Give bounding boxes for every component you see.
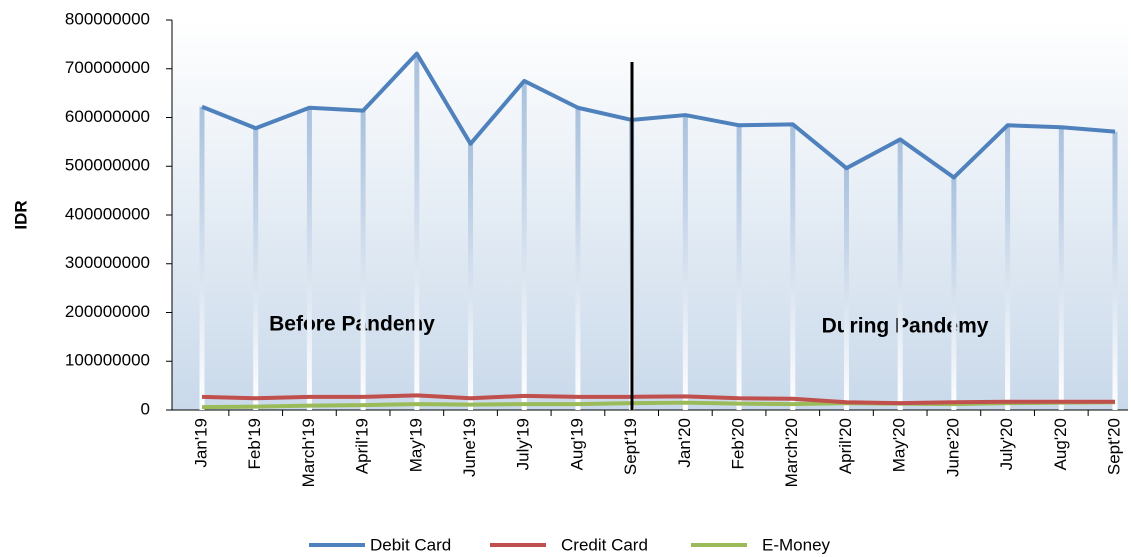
x-tick-label: Jan'19 [191, 418, 210, 468]
plot-background [172, 20, 1128, 410]
y-tick-label: 700000000 [65, 58, 150, 77]
drop-line [360, 110, 366, 411]
y-tick-label: 200000000 [65, 302, 150, 321]
y-tick-label: 400000000 [65, 204, 150, 223]
drop-line [253, 128, 259, 410]
drop-line [843, 168, 849, 410]
series-line [201, 393, 1115, 406]
drop-line [199, 106, 205, 411]
x-tick-label: July'19 [514, 418, 533, 470]
x-tick-label: Feb'20 [729, 418, 748, 469]
x-tick-label: May'19 [406, 418, 425, 472]
y-tick-label: 600000000 [65, 107, 150, 126]
drop-line [468, 143, 474, 410]
y-tick-label: 300000000 [65, 253, 150, 272]
x-tick-label: Aug'19 [567, 418, 586, 470]
series-line [201, 51, 1116, 180]
legend-label: Debit Card [370, 535, 451, 554]
x-tick-label: April'20 [836, 418, 855, 474]
x-tick-label: June'19 [460, 418, 479, 477]
drop-line [521, 80, 527, 410]
drop-line [1005, 125, 1011, 411]
drop-line [682, 115, 688, 410]
x-tick-label: Aug'20 [1051, 418, 1070, 470]
annotation: Before Pandemy [269, 313, 435, 336]
x-tick-label: Feb'19 [245, 418, 264, 469]
x-tick-label: April'19 [353, 418, 372, 474]
drop-line [414, 53, 420, 410]
x-tick-label: Jan'20 [675, 418, 694, 468]
legend-label: E-Money [762, 535, 831, 554]
drop-line [306, 107, 312, 410]
annotation: During Pandemy [822, 315, 989, 338]
drop-line [1112, 131, 1118, 410]
x-tick-label: May'20 [890, 418, 909, 472]
y-tick-label: 800000000 [65, 9, 150, 28]
x-tick-label: March'20 [782, 418, 801, 487]
x-tick-label: June'20 [943, 418, 962, 477]
y-tick-label: 500000000 [65, 156, 150, 175]
y-tick-label: 100000000 [65, 351, 150, 370]
drop-line [790, 124, 796, 410]
x-tick-label: Sept'19 [621, 418, 640, 475]
x-tick-label: March'19 [299, 418, 318, 487]
drop-line [736, 125, 742, 411]
drop-line [1058, 127, 1064, 410]
legend-label: Credit Card [561, 535, 648, 554]
y-axis-label: IDR [11, 200, 30, 229]
drop-line [897, 139, 903, 410]
x-tick-label: July'20 [997, 418, 1016, 470]
drop-line [575, 107, 581, 410]
y-tick-label: 0 [141, 399, 150, 418]
x-tick-label: Sept'20 [1104, 418, 1123, 475]
drop-line [951, 177, 957, 410]
